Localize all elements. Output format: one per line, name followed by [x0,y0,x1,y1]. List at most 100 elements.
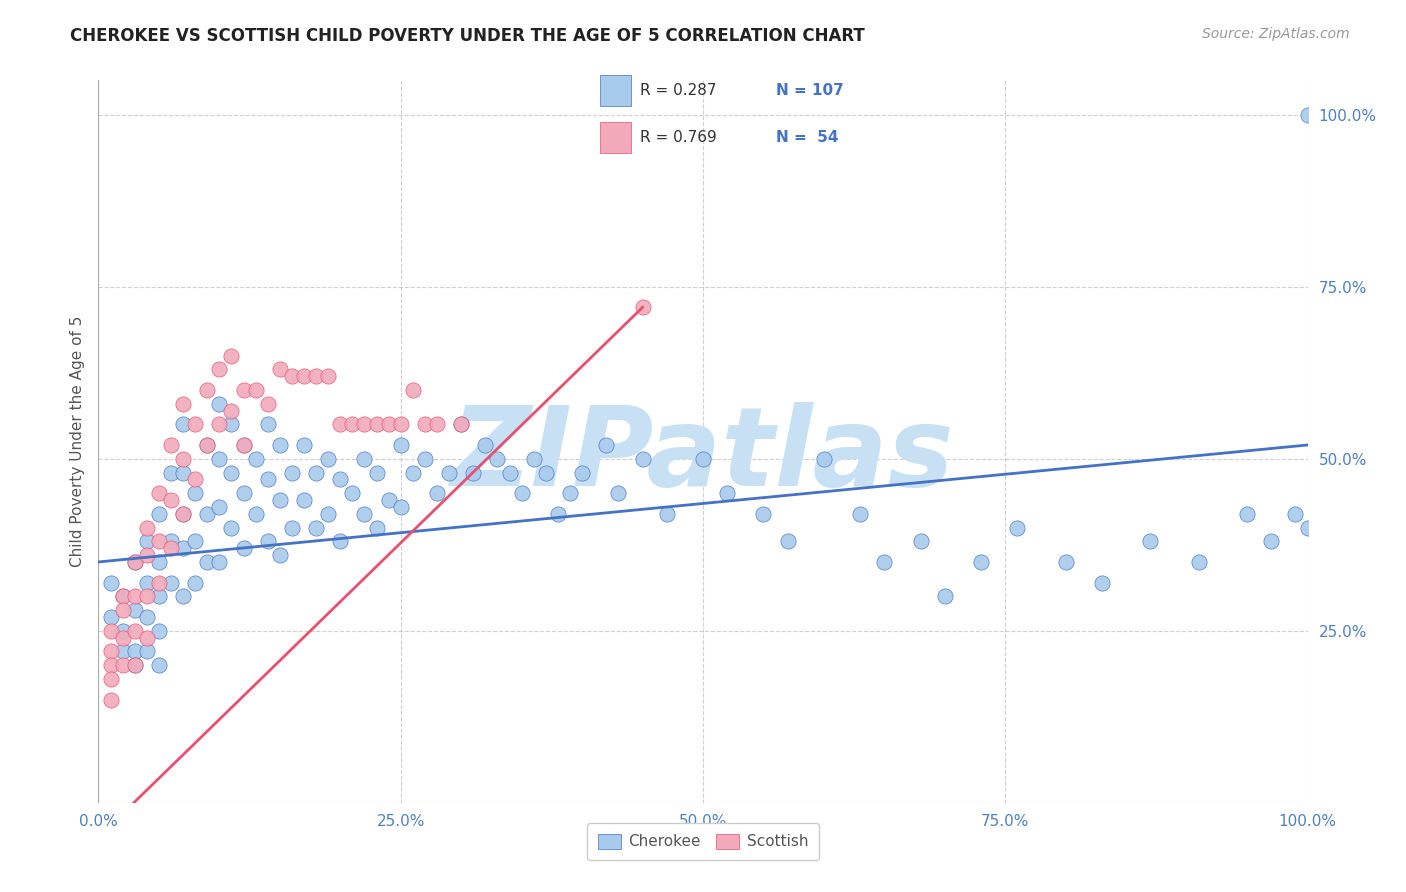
Point [172,451,194,466]
Point [172,466,194,480]
Point [873,555,896,569]
Point [1296,520,1319,534]
Point [281,466,304,480]
Point [595,438,617,452]
Point [148,486,170,500]
Point [208,397,231,411]
Point [221,466,243,480]
Point [221,417,243,432]
Point [329,472,352,486]
Point [281,369,304,384]
Point [232,383,254,397]
Point [221,349,243,363]
Point [148,575,170,590]
Point [305,466,328,480]
Point [329,534,352,549]
Point [100,692,122,706]
Legend: Cherokee, Scottish: Cherokee, Scottish [588,822,818,860]
Point [510,486,533,500]
Text: N = 107: N = 107 [776,83,844,97]
Point [353,507,375,521]
Text: Source: ZipAtlas.com: Source: ZipAtlas.com [1202,27,1350,41]
Point [269,362,291,376]
Point [208,555,231,569]
Point [716,486,738,500]
Point [124,658,146,673]
Point [256,534,278,549]
Point [221,520,243,534]
Point [184,472,207,486]
Point [256,397,278,411]
Point [111,658,134,673]
Point [463,466,485,480]
FancyBboxPatch shape [600,75,631,105]
Point [813,451,835,466]
Point [100,624,122,638]
Y-axis label: Child Poverty Under the Age of 5: Child Poverty Under the Age of 5 [69,316,84,567]
Point [124,658,146,673]
Point [100,644,122,658]
Point [124,555,146,569]
Point [437,466,460,480]
Point [100,575,122,590]
Point [124,590,146,604]
Point [353,417,375,432]
Point [1091,575,1114,590]
Point [232,438,254,452]
Point [366,466,388,480]
Point [402,383,425,397]
Point [160,438,183,452]
Point [148,624,170,638]
Point [305,369,328,384]
Point [208,417,231,432]
Point [148,507,170,521]
Point [426,486,449,500]
Point [377,493,399,508]
Point [558,486,581,500]
Point [316,507,339,521]
Point [124,644,146,658]
Point [269,438,291,452]
Point [232,438,254,452]
Text: R = 0.287: R = 0.287 [640,83,717,97]
Point [135,610,157,624]
Point [413,451,436,466]
Point [498,466,520,480]
Point [342,486,364,500]
Point [450,417,472,432]
Point [135,644,157,658]
Point [523,451,546,466]
Point [111,644,134,658]
Point [292,493,315,508]
Point [245,451,267,466]
Point [316,451,339,466]
Point [970,555,993,569]
Point [184,575,207,590]
Point [160,541,183,556]
Point [571,466,593,480]
Point [1284,507,1306,521]
Point [111,603,134,617]
Point [256,417,278,432]
Point [486,451,509,466]
Point [195,555,218,569]
Point [195,507,218,521]
Point [245,383,267,397]
Point [474,438,496,452]
Point [160,466,183,480]
Point [329,417,352,432]
Point [184,417,207,432]
Point [389,500,412,514]
Point [631,301,654,315]
Text: N =  54: N = 54 [776,130,838,145]
Point [776,534,799,549]
FancyBboxPatch shape [600,122,631,153]
Point [402,466,425,480]
Point [292,369,315,384]
Point [135,520,157,534]
Point [160,534,183,549]
Point [184,534,207,549]
Text: CHEROKEE VS SCOTTISH CHILD POVERTY UNDER THE AGE OF 5 CORRELATION CHART: CHEROKEE VS SCOTTISH CHILD POVERTY UNDER… [70,27,865,45]
Point [269,548,291,562]
Point [534,466,557,480]
